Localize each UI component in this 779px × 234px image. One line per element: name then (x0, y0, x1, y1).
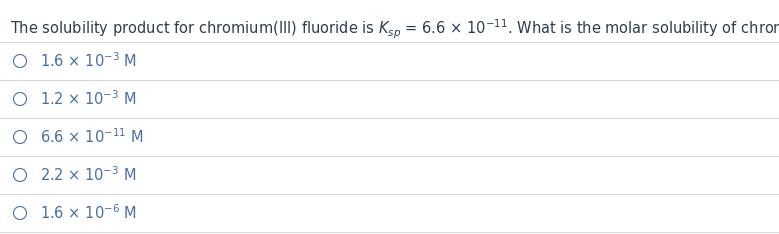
Text: 6.6 × 10$^{-11}$ M: 6.6 × 10$^{-11}$ M (40, 128, 143, 146)
Text: 1.6 × 10$^{-6}$ M: 1.6 × 10$^{-6}$ M (40, 204, 137, 222)
Text: 1.2 × 10$^{-3}$ M: 1.2 × 10$^{-3}$ M (40, 90, 136, 108)
Text: The solubility product for chromium(III) fluoride is $\mathit{K}$$_{sp}$ = 6.6 $: The solubility product for chromium(III)… (10, 18, 779, 41)
Text: 2.2 × 10$^{-3}$ M: 2.2 × 10$^{-3}$ M (40, 166, 136, 184)
Text: 1.6 × 10$^{-3}$ M: 1.6 × 10$^{-3}$ M (40, 52, 137, 70)
